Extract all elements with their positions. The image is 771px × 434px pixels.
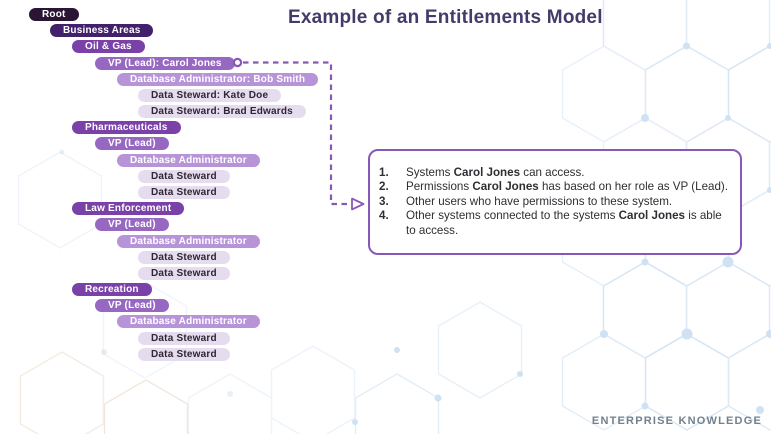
callout-item-text: Other systems connected to the systems C… <box>406 209 722 237</box>
tree-node: Data Steward <box>138 331 230 345</box>
tree-node: Data Steward: Brad Edwards <box>138 105 306 119</box>
tree-node: Data Steward <box>138 250 230 264</box>
callout-item-number: 1. <box>379 165 389 179</box>
callout-item: 1. Systems Carol Jones can access. <box>379 166 728 180</box>
tree-node: VP (Lead): Carol Jones <box>95 56 235 70</box>
callout-item-number: 4. <box>379 209 389 223</box>
tree-node: Data Steward <box>138 169 230 183</box>
tree-node: Database Administrator <box>117 234 260 248</box>
tree-node: Oil & Gas <box>72 40 145 54</box>
callout-list: 1. Systems Carol Jones can access. 2. Permi… <box>379 166 728 238</box>
tree-node: Data Steward <box>138 347 230 361</box>
callout-item-number: 3. <box>379 194 389 208</box>
callout-box: 1. Systems Carol Jones can access. 2. Permi… <box>368 149 742 255</box>
tree-node: Data Steward <box>138 186 230 199</box>
tree-node: VP (Lead) <box>95 137 169 151</box>
tree-node: VP (Lead) <box>95 299 169 313</box>
hexagon-dots <box>59 42 771 425</box>
callout-item-text: Permissions Carol Jones has based on her… <box>406 180 729 194</box>
brand-wordmark: ENTERPRISE KNOWLEDGE <box>591 415 762 427</box>
callout-item-number: 2. <box>379 180 389 194</box>
tree-node: Database Administrator <box>117 315 260 329</box>
tree-node: Database Administrator: Bob Smith <box>117 72 319 86</box>
tree-node: Recreation <box>72 283 152 297</box>
tree-node: Root <box>29 8 79 21</box>
callout-item-text: Systems Carol Jones can access. <box>406 165 585 179</box>
callout-item: 4. Other systems connected to the systems… <box>379 209 728 238</box>
tree-node: VP (Lead) <box>95 218 169 232</box>
tree-node: Pharmaceuticals <box>72 121 181 135</box>
tree-node: Business Areas <box>50 24 154 38</box>
tree-node: Law Enforcement <box>72 202 185 216</box>
callout-item: 3. Other users who have permissions to th… <box>379 195 728 209</box>
callout-item: 2. Permissions Carol Jones has based on h… <box>379 180 728 194</box>
entitlements-tree: Root Business Areas Oil & Gas VP (Lead): Ca… <box>0 0 360 434</box>
callout-item-text: Other users who have permissions to thes… <box>406 194 673 208</box>
tree-node: Database Administrator <box>117 153 260 167</box>
tree-node: Data Steward: Kate Doe <box>138 88 282 102</box>
tree-node: Data Steward <box>138 266 230 280</box>
slide-title: Example of an Entitlements Model <box>288 7 603 28</box>
